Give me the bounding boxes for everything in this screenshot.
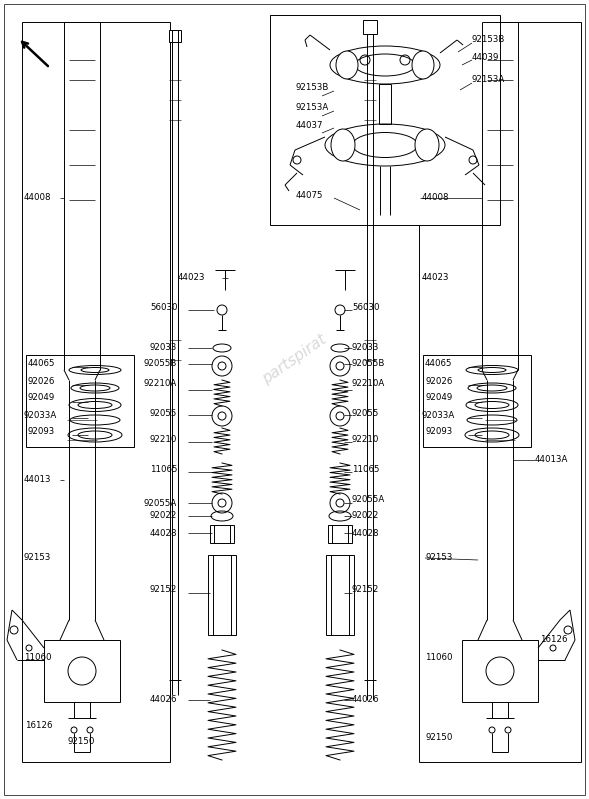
Text: 92210: 92210	[352, 435, 379, 444]
Text: 92150: 92150	[68, 737, 95, 746]
Text: 44039: 44039	[472, 53, 499, 62]
Ellipse shape	[336, 51, 358, 79]
Text: 92152: 92152	[150, 586, 177, 594]
Text: partspirat: partspirat	[260, 332, 329, 388]
Text: 44013: 44013	[24, 475, 51, 484]
Text: 56030: 56030	[150, 304, 177, 312]
Text: 92153: 92153	[24, 554, 51, 562]
Text: 92210A: 92210A	[144, 379, 177, 388]
Text: 44065: 44065	[28, 359, 55, 368]
Text: 44026: 44026	[352, 695, 379, 705]
Bar	[423, 355, 531, 447]
Text: 44023: 44023	[422, 273, 449, 283]
Text: 92153: 92153	[425, 554, 452, 562]
Text: 44028: 44028	[352, 528, 379, 538]
Text: 92026: 92026	[28, 377, 55, 387]
Text: 92049: 92049	[425, 393, 452, 403]
Ellipse shape	[325, 124, 445, 166]
Text: 44023: 44023	[178, 273, 206, 283]
Text: 11060: 11060	[24, 654, 51, 662]
Bar	[22, 22, 170, 762]
Text: 92153A: 92153A	[296, 104, 329, 113]
Text: 44065: 44065	[425, 359, 452, 368]
Bar	[328, 525, 352, 543]
Bar	[462, 640, 538, 702]
Text: 16126: 16126	[25, 721, 52, 729]
Text: 92153B: 92153B	[296, 84, 329, 93]
Text: 11065: 11065	[352, 466, 379, 475]
Ellipse shape	[352, 133, 418, 157]
Bar	[26, 355, 134, 447]
Text: 92153A: 92153A	[472, 75, 505, 85]
Text: 44037: 44037	[296, 121, 323, 129]
Text: 44008: 44008	[422, 193, 449, 202]
Bar	[363, 20, 377, 34]
Text: 92033A: 92033A	[422, 411, 455, 419]
Text: 11060: 11060	[425, 654, 452, 662]
Text: 92210: 92210	[150, 435, 177, 444]
Ellipse shape	[412, 51, 434, 79]
Text: 44026: 44026	[150, 695, 177, 705]
Bar	[169, 30, 181, 42]
Text: 92049: 92049	[28, 393, 55, 403]
Text: 92033: 92033	[150, 344, 177, 352]
Bar	[419, 22, 581, 762]
Bar	[210, 525, 234, 543]
Text: 44013A: 44013A	[535, 455, 568, 464]
Text: 92026: 92026	[425, 377, 452, 387]
Bar	[326, 555, 354, 635]
Circle shape	[68, 657, 96, 685]
Circle shape	[486, 657, 514, 685]
Text: 92150: 92150	[425, 733, 452, 742]
Text: 92022: 92022	[352, 511, 379, 520]
Text: 16126: 16126	[540, 635, 567, 645]
Bar	[208, 555, 236, 635]
Text: 92033A: 92033A	[24, 411, 57, 419]
Text: 92093: 92093	[28, 427, 55, 436]
Text: 92055B: 92055B	[352, 359, 385, 368]
Text: 92152: 92152	[352, 586, 379, 594]
Text: 56030: 56030	[352, 304, 379, 312]
Text: 44008: 44008	[24, 193, 51, 202]
Ellipse shape	[355, 54, 415, 76]
Text: 92022: 92022	[150, 511, 177, 520]
Text: 92153B: 92153B	[472, 35, 505, 45]
Ellipse shape	[331, 129, 355, 161]
Text: 92055A: 92055A	[352, 495, 385, 504]
Text: 92033: 92033	[352, 344, 379, 352]
Text: 92093: 92093	[425, 427, 452, 436]
Ellipse shape	[415, 129, 439, 161]
Text: 92210A: 92210A	[352, 379, 385, 388]
Text: 92055: 92055	[352, 408, 379, 418]
Bar	[44, 640, 120, 702]
Ellipse shape	[330, 46, 440, 84]
Text: 44028: 44028	[150, 528, 177, 538]
Text: 92055: 92055	[150, 408, 177, 418]
Bar	[270, 15, 500, 225]
Text: 11065: 11065	[150, 466, 177, 475]
Text: 92055A: 92055A	[144, 499, 177, 507]
Text: 44075: 44075	[296, 190, 323, 200]
Text: 92055B: 92055B	[144, 359, 177, 368]
